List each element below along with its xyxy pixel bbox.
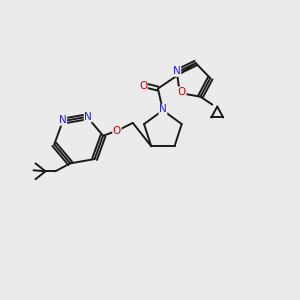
Text: O: O	[139, 81, 147, 91]
Text: O: O	[113, 126, 121, 136]
Text: N: N	[84, 112, 92, 122]
Text: N: N	[173, 66, 181, 76]
Text: N: N	[159, 104, 167, 114]
Text: O: O	[178, 87, 186, 97]
Text: N: N	[59, 115, 67, 125]
